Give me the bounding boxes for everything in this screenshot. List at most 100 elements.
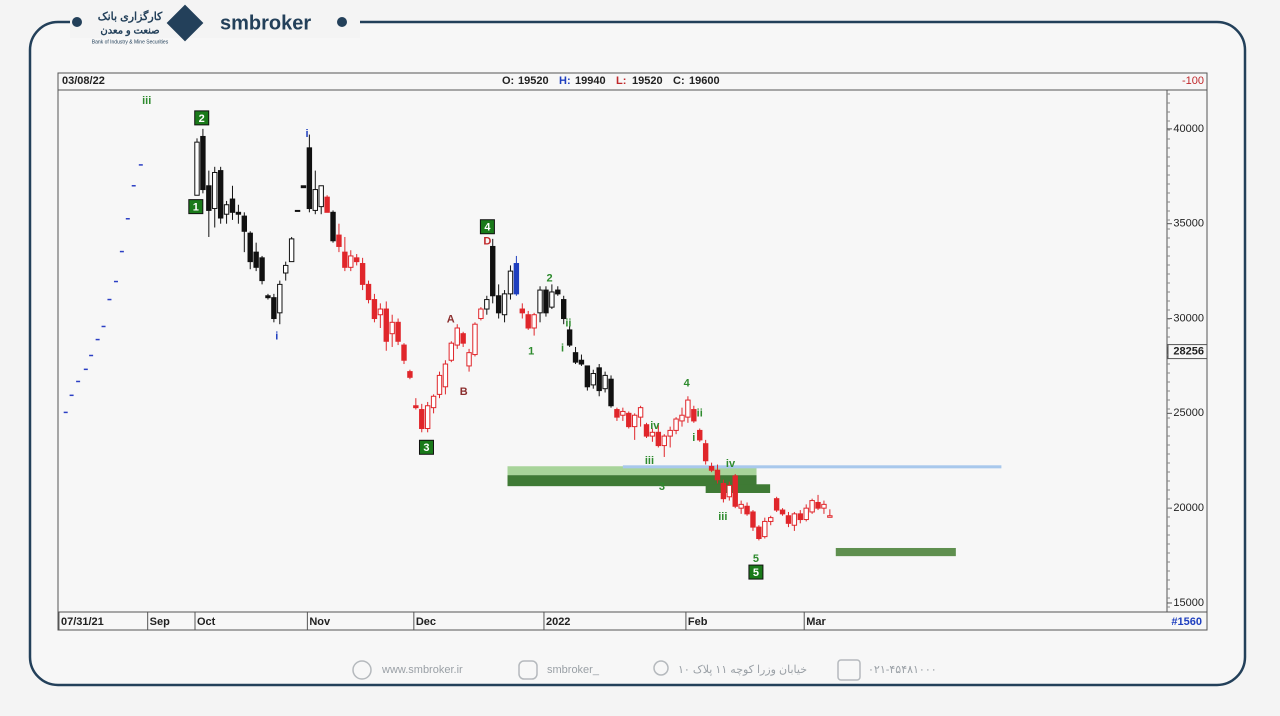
wave-label: D: [483, 236, 491, 248]
corner-value: -100: [1182, 75, 1204, 87]
wave-label: 2: [199, 113, 205, 125]
wave-label: 3: [423, 442, 429, 454]
wave-label: 2: [546, 272, 552, 284]
candle-body: [507, 270, 514, 295]
date: 03/08/22: [62, 75, 105, 87]
phone-icon: [837, 659, 861, 681]
address: خیابان وزرا کوچه ۱۱ پلاک ۱۰: [678, 664, 807, 676]
instagram-icon: [518, 660, 538, 680]
web-icon: [352, 660, 372, 680]
candle-body: [371, 299, 378, 320]
zone: [622, 465, 1002, 469]
candle-body: [419, 409, 425, 430]
candle-body: [608, 378, 614, 407]
candle-body: [460, 333, 466, 344]
wave-label: 4: [484, 222, 491, 234]
candle-body: [223, 204, 230, 215]
wave-label: i: [275, 330, 278, 342]
candle-body: [200, 135, 206, 191]
candle-body: [732, 475, 738, 507]
candle-body: [229, 198, 236, 213]
candle-body: [413, 405, 419, 409]
logo-icon: [166, 4, 204, 42]
wave-box: [194, 110, 210, 126]
zone: [835, 547, 956, 557]
candle-body: [353, 257, 360, 263]
candle-body: [206, 185, 212, 211]
wave-label: 5: [753, 553, 759, 565]
x-tick-label: Mar: [806, 616, 826, 628]
candle-body: [300, 185, 307, 189]
candle-body: [330, 211, 336, 242]
candle-body: [655, 431, 662, 447]
ohlc-label: H:: [559, 75, 571, 87]
ohlc-value: 19520: [632, 75, 663, 87]
wave-box: [188, 199, 204, 215]
phone: ۰۲۱-۴۵۴۸۱۰۰۰: [868, 664, 937, 676]
candle-body: [667, 429, 673, 437]
candle-body: [377, 308, 384, 316]
candle-body: [738, 503, 744, 509]
candle-body: [395, 321, 401, 342]
candle-body: [241, 215, 248, 232]
candle-body: [803, 507, 809, 521]
candle-body: [217, 170, 224, 219]
candle-body: [235, 211, 242, 215]
candle-body: [649, 431, 656, 437]
candle-body: [401, 344, 407, 361]
candle-body: [679, 414, 685, 422]
wave-label: B: [460, 386, 468, 398]
candle-body: [495, 295, 502, 314]
logo-text: کارگزاری بانک: [98, 9, 163, 23]
candle-body: [726, 484, 733, 498]
ohlc-label: C:: [673, 75, 685, 87]
candle-body: [697, 429, 703, 441]
candle-body: [247, 232, 253, 263]
candle-body: [277, 283, 283, 314]
candle-body: [643, 424, 650, 437]
candle-body: [572, 352, 579, 363]
y-tick-label: 15000: [1173, 597, 1204, 609]
candle-body: [762, 520, 768, 538]
candle-body: [720, 483, 727, 500]
candle-body: [306, 147, 313, 210]
wave-label: iii: [142, 95, 151, 107]
logo-text: Bank of Industry & Mine Securities: [92, 39, 169, 45]
candle-body: [265, 295, 271, 299]
y-tick-label: 30000: [1173, 312, 1204, 324]
x-tick-label: Oct: [197, 616, 216, 628]
candle-body: [637, 407, 644, 418]
candle-body: [768, 517, 774, 522]
candle-body: [294, 209, 301, 212]
ohlc-value: 19940: [575, 75, 606, 87]
candle-body: [750, 511, 756, 528]
wave-box: [479, 219, 495, 235]
y-tick-label: 20000: [1173, 502, 1204, 514]
candle-body: [809, 500, 815, 513]
wave-label: iii: [718, 511, 727, 523]
ohlc-value: 19600: [689, 75, 720, 87]
location-icon: [653, 660, 669, 676]
price-marker: 28256: [1173, 345, 1204, 357]
candle-body: [584, 365, 591, 388]
logo-text: صنعت و معدن: [100, 26, 159, 37]
bar-count: #1560: [1171, 616, 1202, 628]
candle-body: [472, 323, 478, 356]
candle-body: [797, 513, 803, 521]
candle-body: [555, 289, 561, 295]
candle-body: [590, 373, 596, 386]
wave-label: 5: [753, 567, 759, 579]
candle-body: [212, 171, 218, 210]
candle-body: [365, 283, 372, 301]
candle-body: [442, 363, 449, 388]
y-tick-label: 25000: [1173, 407, 1204, 419]
candle-body: [543, 289, 549, 314]
candle-body: [430, 395, 437, 409]
candle-body: [519, 308, 526, 314]
zone: [507, 466, 757, 476]
candle-body: [253, 251, 259, 268]
instagram: smbroker_: [547, 664, 600, 676]
candle-body: [702, 443, 709, 462]
candle-body: [324, 196, 330, 213]
